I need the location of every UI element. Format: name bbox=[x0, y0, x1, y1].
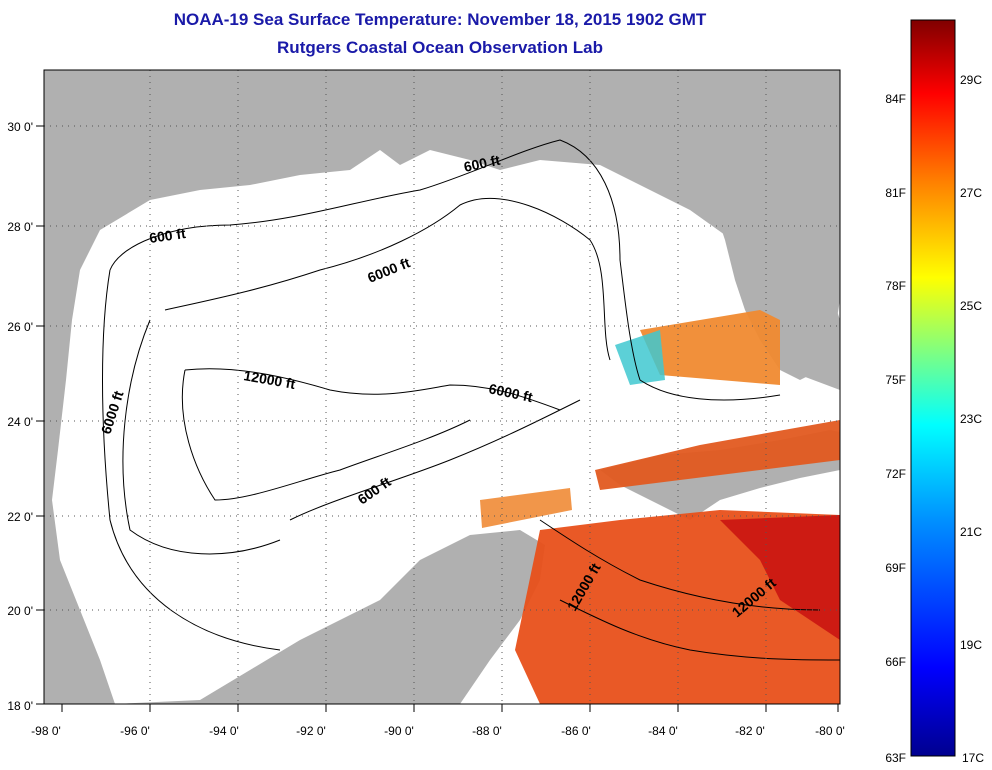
lon-tick-label: -82 0' bbox=[735, 724, 765, 738]
contour-label: 600 ft bbox=[148, 225, 187, 246]
land-yucatan bbox=[115, 530, 545, 704]
sst-swath-florida-cool bbox=[615, 330, 665, 385]
lon-tick-label: -96 0' bbox=[120, 724, 150, 738]
celsius-label: 23C bbox=[960, 412, 982, 426]
lon-tick-label: -84 0' bbox=[648, 724, 678, 738]
fahrenheit-label: 84F bbox=[885, 92, 906, 106]
celsius-label: 27C bbox=[960, 186, 982, 200]
tick-marks bbox=[36, 125, 839, 712]
sst-swath-florida bbox=[640, 310, 780, 385]
colorbar-fahrenheit-labels: 84F 81F 78F 75F 72F 69F 66F 63F bbox=[885, 92, 906, 765]
colorbar-celsius-labels: 29C 27C 25C 23C 21C 19C 17C bbox=[960, 73, 984, 765]
lat-tick-label: 24 0' bbox=[7, 415, 33, 429]
map-border bbox=[43, 69, 841, 705]
lon-tick-label: -80 0' bbox=[815, 724, 845, 738]
temperature-colorbar bbox=[910, 19, 956, 757]
celsius-label: 21C bbox=[960, 525, 982, 539]
sst-swath-straits bbox=[595, 420, 840, 490]
lat-tick-label: 26 0' bbox=[7, 320, 33, 334]
lon-tick-label: -94 0' bbox=[209, 724, 239, 738]
lat-tick-label: 18 0' bbox=[7, 699, 33, 713]
celsius-label: 17C bbox=[962, 751, 984, 765]
fahrenheit-label: 63F bbox=[885, 751, 906, 765]
fahrenheit-label: 66F bbox=[885, 655, 906, 669]
celsius-label: 25C bbox=[960, 299, 982, 313]
sst-swath-caribbean-warm bbox=[720, 515, 840, 640]
contour-label: 600 ft bbox=[462, 152, 501, 175]
fahrenheit-label: 78F bbox=[885, 279, 906, 293]
lon-tick-label: -92 0' bbox=[296, 724, 326, 738]
fahrenheit-label: 81F bbox=[885, 186, 906, 200]
map-subtitle: Rutgers Coastal Ocean Observation Lab bbox=[277, 38, 603, 57]
map-area: 600 ft 600 ft 6000 ft 6000 ft 6000 ft 12… bbox=[44, 70, 840, 704]
fahrenheit-label: 69F bbox=[885, 561, 906, 575]
lat-tick-label: 20 0' bbox=[7, 604, 33, 618]
lat-tick-label: 30 0' bbox=[7, 120, 33, 134]
lon-tick-label: -88 0' bbox=[472, 724, 502, 738]
sst-swath-yucatan bbox=[480, 488, 572, 528]
lon-tick-label: -98 0' bbox=[31, 724, 61, 738]
bathymetry-contours bbox=[102, 139, 840, 661]
lat-tick-label: 28 0' bbox=[7, 220, 33, 234]
fahrenheit-label: 75F bbox=[885, 373, 906, 387]
celsius-label: 19C bbox=[960, 638, 982, 652]
land-florida bbox=[700, 70, 840, 380]
lat-tick-label: 22 0' bbox=[7, 510, 33, 524]
celsius-label: 29C bbox=[960, 73, 982, 87]
map-title: NOAA-19 Sea Surface Temperature: Novembe… bbox=[173, 10, 707, 29]
fahrenheit-label: 72F bbox=[885, 467, 906, 481]
graticule bbox=[44, 70, 840, 704]
lon-tick-label: -90 0' bbox=[384, 724, 414, 738]
lon-tick-label: -86 0' bbox=[561, 724, 591, 738]
